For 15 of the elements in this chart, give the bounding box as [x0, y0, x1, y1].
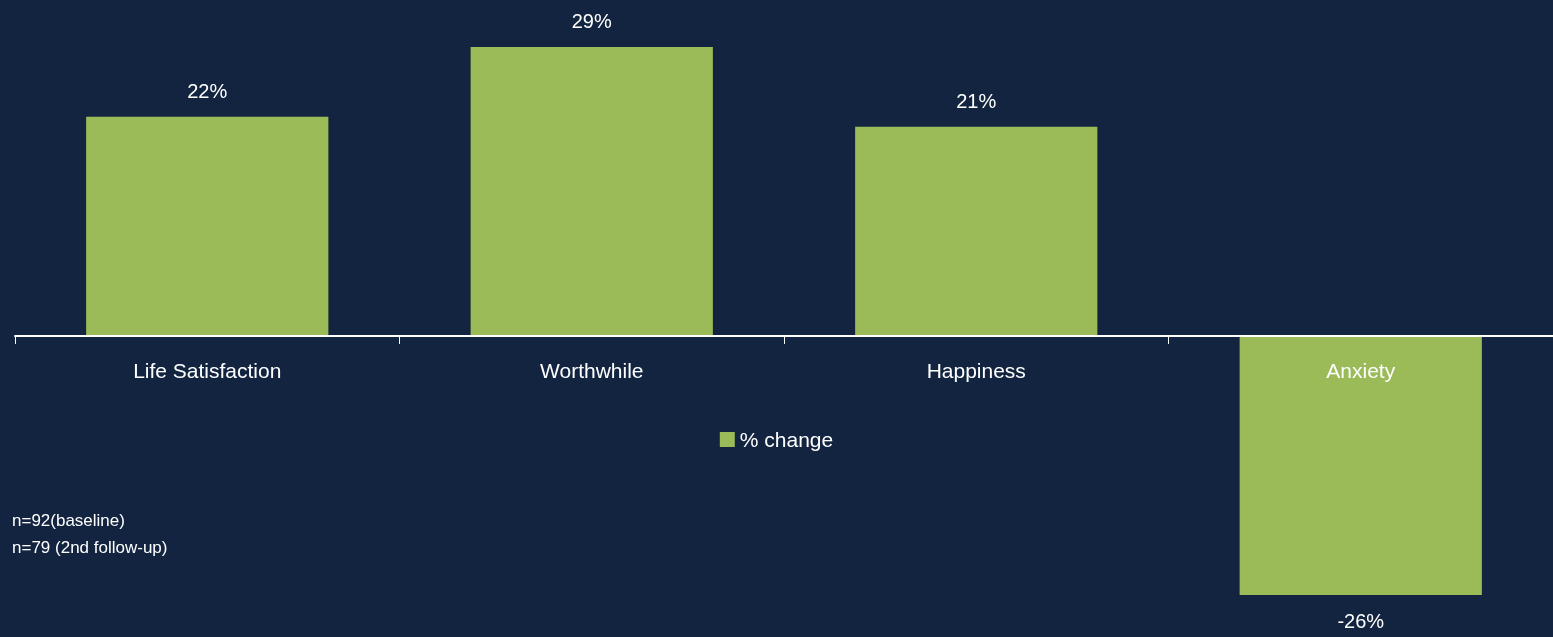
bar — [470, 47, 713, 336]
x-tick-label: Worthwhile — [540, 358, 644, 382]
legend-label: % change — [739, 428, 834, 451]
x-tick-label: Happiness — [926, 358, 1026, 382]
bar — [855, 126, 1098, 336]
data-label: 29% — [571, 10, 612, 32]
annotation: n=92(baseline) — [12, 511, 125, 530]
bar — [86, 116, 329, 336]
data-label: 21% — [956, 89, 997, 112]
bar — [1239, 335, 1482, 595]
x-tick-label: Anxiety — [1326, 358, 1396, 382]
x-tick-label: Life Satisfaction — [133, 358, 282, 382]
data-label: 22% — [187, 79, 228, 102]
annotation: n=79 (2nd follow-up) — [12, 538, 168, 557]
data-label: -26% — [1337, 610, 1385, 632]
